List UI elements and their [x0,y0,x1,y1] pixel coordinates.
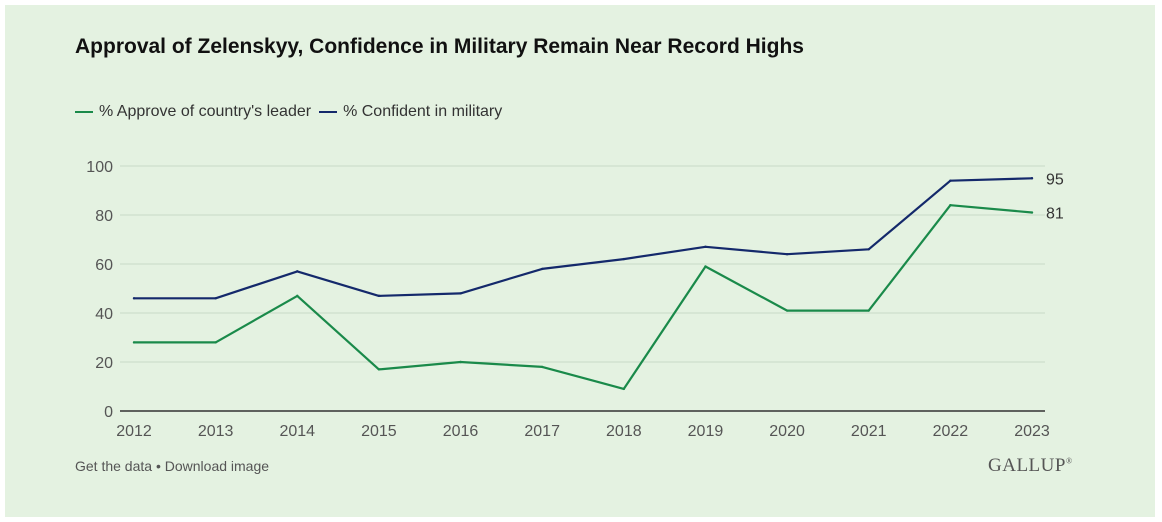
data-point-approve [132,341,136,344]
data-point-confident [540,267,544,271]
y-tick-label: 80 [95,208,113,225]
x-tick-label: 2019 [688,423,724,440]
gallup-logo-text: GALLUP [988,455,1066,476]
x-tick-label: 2022 [933,423,969,440]
data-point-confident [622,257,626,261]
data-point-approve [296,294,299,298]
data-point-approve [622,387,626,391]
legend-label-approve: % Approve of country's leader [99,103,312,120]
data-point-confident [704,245,707,249]
legend-item-confident: % Confident in military [319,103,502,121]
legend-swatch-confident [319,111,338,113]
data-point-approve [867,309,870,312]
download-image-link[interactable]: Download image [164,458,270,474]
end-label-approve: 81 [1046,206,1064,223]
x-tick-label: 2017 [524,423,560,440]
data-point-approve [785,309,789,312]
chart-card [5,5,1155,517]
footer-separator: • [152,458,165,474]
data-point-approve [540,365,544,369]
data-point-confident [949,179,952,182]
data-point-confident [296,270,299,273]
x-tick-label: 2020 [769,423,805,440]
data-point-confident [132,297,136,300]
data-point-approve [1030,211,1034,214]
x-tick-label: 2016 [443,423,479,440]
data-point-confident [867,248,870,251]
series-line-approve [132,204,1034,390]
y-tick-label: 60 [95,257,113,274]
get-data-link[interactable]: Get the data [75,458,153,474]
y-tick-label: 100 [86,159,113,176]
registered-mark: ® [1065,456,1073,466]
x-tick-label: 2021 [851,423,887,440]
x-tick-label: 2012 [116,423,152,440]
series-line-confident [132,177,1034,300]
x-tick-label: 2018 [606,423,642,440]
data-point-confident [785,253,789,256]
end-label-confident: 95 [1046,171,1064,188]
legend-item-approve: % Approve of country's leader [75,103,311,121]
data-point-approve [459,360,462,364]
data-point-confident [377,294,381,298]
y-tick-label: 40 [95,306,113,323]
x-tick-label: 2014 [279,423,315,440]
x-tick-label: 2023 [1014,423,1050,440]
gallup-logo: GALLUP® [988,455,1073,477]
y-tick-label: 20 [95,355,113,372]
chart-legend: % Approve of country's leader % Confiden… [75,103,510,121]
chart-title: Approval of Zelenskyy, Confidence in Mil… [75,35,804,58]
data-point-confident [1030,177,1034,180]
y-tick-label: 0 [104,404,113,421]
data-point-confident [214,297,217,300]
x-tick-label: 2013 [198,423,234,440]
data-point-approve [949,204,952,207]
legend-label-confident: % Confident in military [343,103,503,120]
data-point-confident [459,292,462,295]
x-tick-label: 2015 [361,423,397,440]
footer-links: Get the data • Download image [75,458,269,474]
data-point-approve [214,341,217,344]
legend-swatch-approve [75,111,93,113]
data-point-approve [377,368,381,371]
data-point-approve [704,265,707,268]
